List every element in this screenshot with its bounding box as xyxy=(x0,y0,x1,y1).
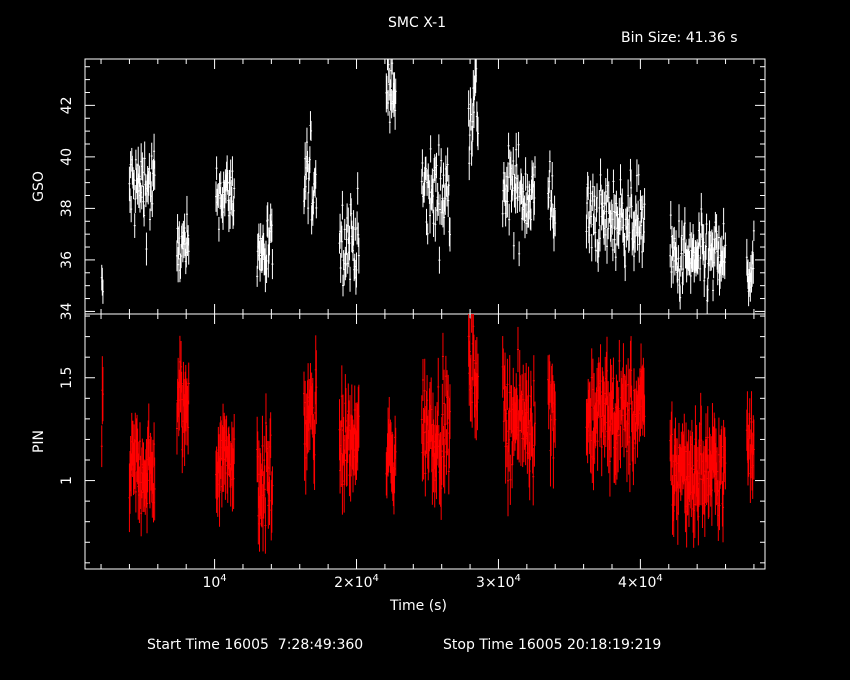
gso-axis-label: GSO xyxy=(31,171,47,202)
stop-time-label: Stop Time 16005 20:18:19:219 xyxy=(443,637,662,653)
x-axis: 104 2×104 3×104 4×104 xyxy=(202,573,662,591)
y-tick-label: 34 xyxy=(59,302,75,320)
y-tick-label: 1.5 xyxy=(59,367,75,389)
pin-series xyxy=(100,314,755,554)
chart-title: SMC X-1 xyxy=(388,15,447,31)
pin-axis-label: PIN xyxy=(31,430,47,453)
start-time-label: Start Time 16005 7:28:49:360 xyxy=(147,637,364,653)
y-tick-label: 36 xyxy=(59,251,75,269)
x-tick-label: 4×104 xyxy=(618,573,663,591)
x-tick-label: 104 xyxy=(202,573,226,591)
pin-frame xyxy=(84,313,766,570)
y-tick-label: 42 xyxy=(59,96,75,114)
bin-size-label: Bin Size: 41.36 s xyxy=(621,30,738,46)
x-tick-label: 2×104 xyxy=(334,573,379,591)
y-tick-label: 40 xyxy=(59,148,75,166)
y-tick-label: 38 xyxy=(59,199,75,217)
pin-panel: 1 1.5 PIN xyxy=(31,313,766,570)
gso-panel: 34 36 38 40 42 GSO xyxy=(31,58,766,320)
y-tick-label: 1 xyxy=(59,476,75,485)
x-axis-label: Time (s) xyxy=(390,598,447,614)
gso-series xyxy=(100,59,755,314)
x-tick-label: 3×104 xyxy=(476,573,521,591)
